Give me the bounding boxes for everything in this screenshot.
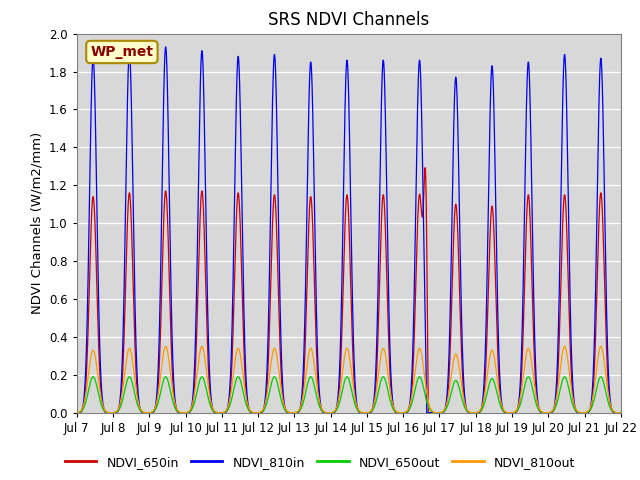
NDVI_810in <box>95 328 103 334</box>
NDVI_810out <box>73 410 81 416</box>
NDVI_650in <box>106 410 113 416</box>
Line: NDVI_810in: NDVI_810in <box>77 47 621 413</box>
NDVI_650in <box>339 300 347 306</box>
Line: NDVI_650out: NDVI_650out <box>77 377 621 413</box>
NDVI_810out <box>180 410 188 416</box>
NDVI_810in <box>73 410 81 416</box>
NDVI_650in <box>424 410 432 416</box>
NDVI_810in <box>106 410 113 416</box>
NDVI_650in <box>76 410 83 416</box>
NDVI_810out <box>339 367 347 372</box>
NDVI_810out <box>588 398 596 404</box>
NDVI_650in <box>95 360 103 366</box>
Text: WP_met: WP_met <box>90 45 154 59</box>
NDVI_810in <box>76 410 83 416</box>
NDVI_650out <box>73 410 81 416</box>
NDVI_650out <box>339 386 347 392</box>
NDVI_650in <box>588 398 596 404</box>
NDVI_650in <box>421 165 429 170</box>
NDVI_650out <box>588 404 596 409</box>
NDVI_650out <box>617 410 625 416</box>
NDVI_650out <box>76 409 83 415</box>
NDVI_810out <box>95 384 103 389</box>
Line: NDVI_810out: NDVI_810out <box>77 347 621 413</box>
NDVI_810out <box>617 410 625 416</box>
NDVI_650in <box>73 410 81 416</box>
NDVI_650out <box>95 395 103 400</box>
NDVI_810in <box>588 391 596 397</box>
NDVI_650out <box>106 410 113 416</box>
Y-axis label: NDVI Channels (W/m2/mm): NDVI Channels (W/m2/mm) <box>31 132 44 314</box>
NDVI_810in <box>180 410 188 416</box>
NDVI_810out <box>76 409 83 415</box>
Line: NDVI_650in: NDVI_650in <box>77 168 621 413</box>
NDVI_810in <box>423 410 431 416</box>
NDVI_810in <box>617 410 625 416</box>
NDVI_810in <box>339 229 347 235</box>
NDVI_810out <box>106 410 113 416</box>
NDVI_650in <box>617 410 625 416</box>
NDVI_810in <box>162 44 170 50</box>
NDVI_650out <box>271 374 278 380</box>
Title: SRS NDVI Channels: SRS NDVI Channels <box>268 11 429 29</box>
Legend: NDVI_650in, NDVI_810in, NDVI_650out, NDVI_810out: NDVI_650in, NDVI_810in, NDVI_650out, NDV… <box>60 451 580 474</box>
NDVI_650in <box>180 410 188 416</box>
NDVI_810out <box>162 344 170 349</box>
NDVI_650out <box>180 410 188 416</box>
